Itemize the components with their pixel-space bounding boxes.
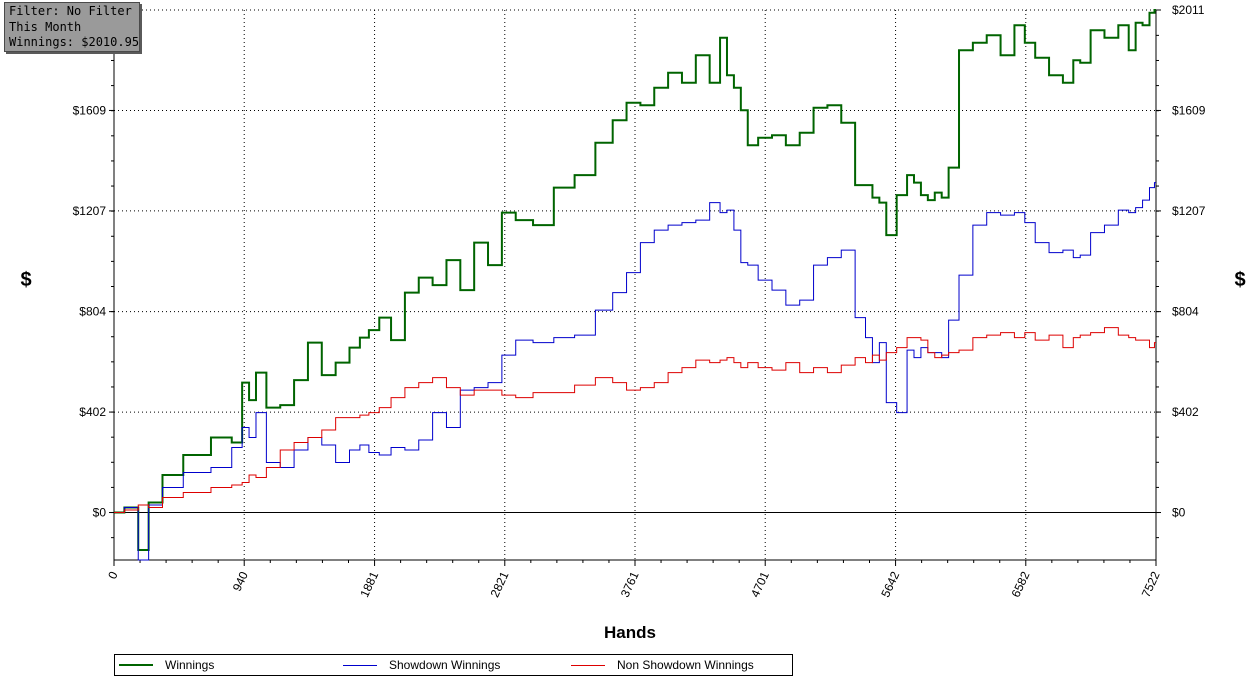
y-tick-label-right: $2011 [1172, 3, 1205, 17]
plot-area [114, 10, 1156, 560]
winnings-total-label: Winnings: $2010.95 [9, 35, 140, 49]
grid [114, 9, 1156, 560]
y-tick-label-left: $1609 [73, 103, 107, 117]
legend-item-showdown: Showdown Winnings [343, 657, 500, 673]
legend-item-non-showdown: Non Showdown Winnings [571, 657, 754, 673]
x-axis-title: Hands [604, 623, 656, 642]
legend-swatch-winnings [119, 664, 153, 666]
y-tick-label-right: $1609 [1172, 103, 1206, 117]
y-axis-title-right: $ [1234, 269, 1245, 291]
y-tick-label-left: $0 [93, 506, 107, 520]
y-tick-label-left: $804 [79, 305, 106, 319]
y-tick-label-left: $1207 [73, 204, 107, 218]
legend-item-winnings: Winnings [119, 657, 214, 673]
legend-label-winnings: Winnings [165, 658, 215, 672]
x-tick-label: 5642 [878, 569, 902, 599]
x-tick-label: 4701 [748, 569, 772, 599]
x-tick-label: 0 [105, 569, 121, 581]
y-tick-label-right: $402 [1172, 405, 1199, 419]
x-tick-label: 1881 [357, 569, 381, 599]
x-tick-label: 2821 [488, 569, 512, 599]
y-tick-label-right: $1207 [1172, 204, 1206, 218]
x-tick-label: 3761 [618, 569, 642, 599]
series-line-non-showdown [114, 327, 1156, 514]
series-lines [114, 9, 1156, 561]
y-tick-label-left: $402 [79, 405, 106, 419]
legend-label-showdown: Showdown Winnings [389, 658, 501, 672]
y-tick-label-right: $0 [1172, 506, 1186, 520]
legend-swatch-non-showdown [571, 664, 605, 666]
filter-label: Filter: No Filter [9, 4, 132, 18]
filter-info-box: Filter: No Filter This Month Winnings: $… [4, 2, 140, 52]
x-tick-label: 7522 [1139, 569, 1163, 599]
period-label: This Month [9, 19, 82, 34]
series-line-winnings [114, 9, 1156, 552]
legend-label-non-showdown: Non Showdown Winnings [617, 658, 754, 672]
legend-swatch-showdown [343, 664, 377, 666]
legend: Winnings Showdown Winnings Non Showdown … [114, 654, 793, 676]
y-tick-label-right: $804 [1172, 305, 1199, 319]
x-tick-label: 940 [230, 569, 251, 593]
y-axis-title-left: $ [20, 269, 31, 291]
x-tick-label: 6582 [1009, 569, 1033, 599]
